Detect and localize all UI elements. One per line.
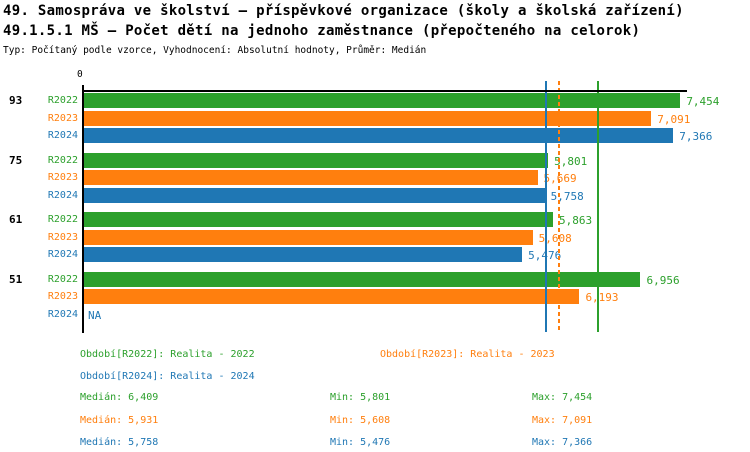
bar-R2023-61 [84,229,533,245]
bar-R2024-93 [84,128,674,143]
group-label: 51 [9,272,23,286]
series-label-R2024: R2024 [47,249,78,260]
series-label-R2022: R2022 [47,95,78,106]
series-label-R2024: R2024 [47,189,78,201]
value-label: 7,366 [679,130,713,143]
bar-R2022-75 [84,152,549,168]
stat-median-R2022: Medián: 6,409 [80,392,159,403]
x-axis-line [82,90,687,92]
chart-subtitle: 49.1.5.1 MŠ – Počet dětí na jednoho zamě… [3,23,641,39]
series-label-R2023: R2023 [47,172,78,183]
series-label-R2022: R2022 [47,154,78,166]
value-label: 6,956 [646,273,680,287]
stat-max-R2023: Max: 7,091 [532,414,593,426]
series-label-R2024: R2024 [47,130,78,141]
legend-item-R2024: Období[R2024]: Realita - 2024 [80,371,255,382]
value-label: 5,608 [538,231,572,245]
series-label-R2022: R2022 [47,273,78,285]
legend-item-R2022: Období[R2022]: Realita - 2022 [80,349,255,360]
stat-median-R2023: Medián: 5,931 [80,414,159,426]
chart-title: 49. Samospráva ve školství – příspěvkové… [3,3,684,19]
median-line-R2023 [558,81,561,332]
series-label-R2023: R2023 [47,231,78,243]
value-label: 5,801 [554,154,588,168]
stat-min-R2024: Min: 5,476 [330,437,391,448]
group-label: 61 [9,213,23,226]
stat-max-R2022: Max: 7,454 [532,392,593,403]
value-label: 6,193 [585,291,619,304]
chart-meta: Typ: Počítaný podle vzorce, Vyhodnocení:… [3,45,427,56]
stat-median-R2024: Medián: 5,758 [80,437,159,448]
bar-R2024-61 [84,247,523,262]
bar-R2023-75 [84,170,538,185]
median-line-R2024 [544,81,547,332]
bar-R2022-93 [84,93,681,108]
series-label-R2023: R2023 [47,291,78,302]
axis-zero-tick-label: 0 [77,69,83,80]
value-label: 7,454 [686,95,720,108]
stat-min-R2023: Min: 5,608 [330,414,391,426]
value-label: 5,863 [559,214,593,227]
na-label: NA [88,308,102,322]
series-label-R2023: R2023 [47,112,78,124]
stat-min-R2022: Min: 5,801 [330,392,391,403]
bar-R2022-61 [84,212,554,227]
group-label: 93 [9,94,23,107]
value-label: 7,091 [657,112,691,126]
bar-R2024-75 [84,187,545,203]
stat-max-R2024: Max: 7,366 [532,437,593,448]
value-label: 5,758 [550,189,584,203]
series-label-R2024: R2024 [47,308,78,320]
bar-R2023-93 [84,110,652,126]
series-label-R2022: R2022 [47,214,78,225]
y-axis-line [82,85,84,333]
bar-R2022-51 [84,271,641,287]
median-line-R2022 [596,81,599,332]
legend-item-R2023: Období[R2023]: Realita - 2023 [380,349,555,360]
bar-R2023-51 [84,289,580,304]
group-label: 75 [9,153,23,167]
